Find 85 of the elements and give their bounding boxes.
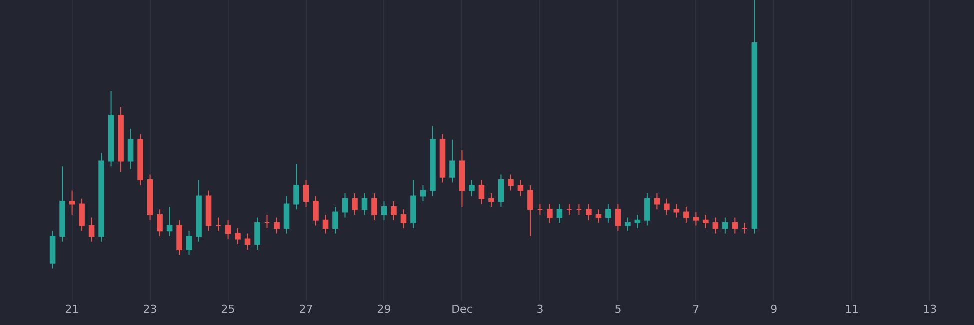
candlestick <box>362 193 368 216</box>
candlestick <box>742 222 748 234</box>
candlestick <box>478 180 485 205</box>
candlestick <box>469 180 475 197</box>
candlestick <box>693 212 700 226</box>
candlestick <box>615 204 622 232</box>
candlestick <box>128 128 134 170</box>
candlestick <box>372 193 378 221</box>
candlestick <box>69 190 76 216</box>
candlestick <box>381 201 388 221</box>
candlestick <box>352 193 358 216</box>
x-tick-label: 29 <box>377 303 392 316</box>
x-tick-label: 21 <box>65 303 80 316</box>
candlestick <box>88 217 95 242</box>
candlestick <box>528 184 534 237</box>
candlestick <box>244 233 251 250</box>
candlestick <box>322 214 329 234</box>
candlestick <box>420 184 426 202</box>
candlestick <box>674 204 680 218</box>
candlestick <box>118 107 124 172</box>
candlestick <box>576 204 582 216</box>
candlestick <box>391 201 397 221</box>
candlestick <box>586 204 592 221</box>
candlestick <box>196 180 202 242</box>
candlestick <box>703 214 709 229</box>
candlestick <box>206 190 212 232</box>
candlestick <box>294 163 300 210</box>
candlestick <box>138 134 144 186</box>
candlestick <box>450 139 456 184</box>
candlestick <box>732 217 738 234</box>
candlestick <box>50 230 56 270</box>
x-tick-label: 9 <box>770 303 778 316</box>
candlestick <box>430 126 436 197</box>
candlestick <box>157 209 163 237</box>
x-tick-label: 11 <box>845 303 860 316</box>
candlestick <box>722 217 728 234</box>
candlestick <box>235 228 241 246</box>
candlestick <box>664 198 670 216</box>
x-tick-label: 3 <box>536 303 544 316</box>
candlestick <box>60 166 66 242</box>
candlestick <box>313 196 319 226</box>
candlestick <box>488 193 494 208</box>
x-tick-label: Dec <box>452 303 473 316</box>
candlestick <box>752 0 758 234</box>
candlestick <box>566 204 572 216</box>
candlestick <box>176 220 182 256</box>
candlestick <box>440 134 446 184</box>
candlestick <box>712 217 719 234</box>
x-tick-label: 7 <box>692 303 700 316</box>
candlestick <box>186 230 192 256</box>
candlestick <box>79 198 85 232</box>
x-tick-label: 27 <box>299 303 314 316</box>
candlestick <box>654 193 660 210</box>
candlestick <box>303 180 310 208</box>
candlestick <box>498 174 504 208</box>
candlestick <box>684 206 690 224</box>
candlestick <box>518 180 524 197</box>
candlestick <box>108 90 114 168</box>
candlestick <box>537 204 544 216</box>
candlestick <box>508 174 514 192</box>
candlestick <box>606 204 612 224</box>
candlestick <box>342 193 348 218</box>
x-tick-label: 25 <box>221 303 236 316</box>
candlestick <box>147 174 154 221</box>
candlestick <box>284 196 290 234</box>
candlestick <box>274 217 280 234</box>
candlestick <box>634 214 641 229</box>
candlestick <box>254 217 260 250</box>
candlestick <box>98 152 104 242</box>
x-tick-label: 5 <box>614 303 622 316</box>
candlestick <box>459 150 466 208</box>
x-tick-label: 23 <box>143 303 158 316</box>
candlestick <box>596 209 602 224</box>
candlestick <box>264 214 270 229</box>
candlestick <box>410 180 416 229</box>
candlestick <box>644 193 650 226</box>
x-tick-label: 13 <box>923 303 938 316</box>
candlestick <box>332 206 338 234</box>
candlestick <box>166 206 173 237</box>
candlestick <box>216 217 222 232</box>
candlestick <box>225 220 232 240</box>
candlestick <box>400 209 407 229</box>
candlestick <box>625 217 631 232</box>
candlestick <box>556 204 563 224</box>
candlestick <box>547 204 553 224</box>
